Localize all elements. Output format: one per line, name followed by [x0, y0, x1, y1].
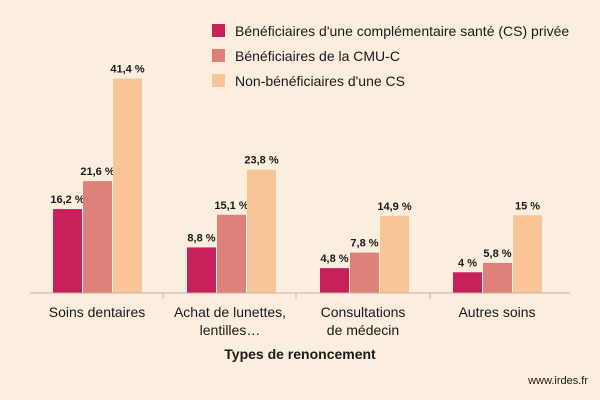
bar-value-label: 7,8 % — [350, 238, 378, 250]
legend-item-non-beneficiaires: Non-bénéficiaires d'une CS — [212, 68, 569, 93]
legend-swatch — [212, 74, 225, 87]
bar-value-label: 41,4 % — [110, 64, 144, 76]
bar — [83, 181, 112, 293]
x-axis-title: Types de renoncement — [224, 346, 376, 362]
bar — [350, 252, 379, 293]
x-tick-label: lentilles… — [200, 322, 261, 338]
bar-value-label: 4,8 % — [320, 253, 348, 265]
bar — [320, 268, 349, 293]
source-url: www.irdes.fr — [528, 375, 588, 387]
bar — [513, 215, 542, 293]
bar-value-label: 4 % — [458, 257, 477, 269]
bar-value-label: 15,1 % — [214, 200, 248, 212]
bar — [380, 215, 409, 293]
bar-value-label: 8,8 % — [187, 232, 215, 244]
x-tick-label: de médecin — [327, 322, 399, 338]
legend-label: Bénéficiaires de la CMU-C — [235, 47, 400, 64]
legend: Bénéficiaires d'une complémentaire santé… — [212, 18, 569, 93]
legend-label: Non-bénéficiaires d'une CS — [235, 72, 405, 89]
legend-swatch — [212, 49, 225, 62]
bar — [187, 247, 216, 293]
legend-item-cmu-c: Bénéficiaires de la CMU-C — [212, 43, 569, 68]
bar-value-label: 15 % — [515, 200, 540, 212]
bar — [483, 262, 512, 293]
bar-value-label: 23,8 % — [244, 155, 278, 167]
bar — [247, 169, 276, 293]
bar-value-label: 21,6 % — [80, 166, 114, 178]
bar-value-label: 14,9 % — [377, 201, 411, 213]
bar-value-label: 16,2 % — [50, 194, 84, 206]
x-tick-label: Soins dentaires — [49, 304, 146, 320]
x-tick-label: Consultations — [321, 304, 406, 320]
bar-value-label: 5,8 % — [483, 248, 511, 260]
bar — [453, 272, 482, 293]
x-tick-label: Achat de lunettes, — [174, 304, 286, 320]
legend-item-cs-privee: Bénéficiaires d'une complémentaire santé… — [212, 18, 569, 43]
x-tick-label: Autres soins — [458, 304, 535, 320]
legend-swatch — [212, 24, 225, 37]
bar — [53, 209, 82, 293]
legend-label: Bénéficiaires d'une complémentaire santé… — [235, 22, 570, 39]
bar — [217, 214, 246, 293]
bar — [113, 78, 142, 293]
